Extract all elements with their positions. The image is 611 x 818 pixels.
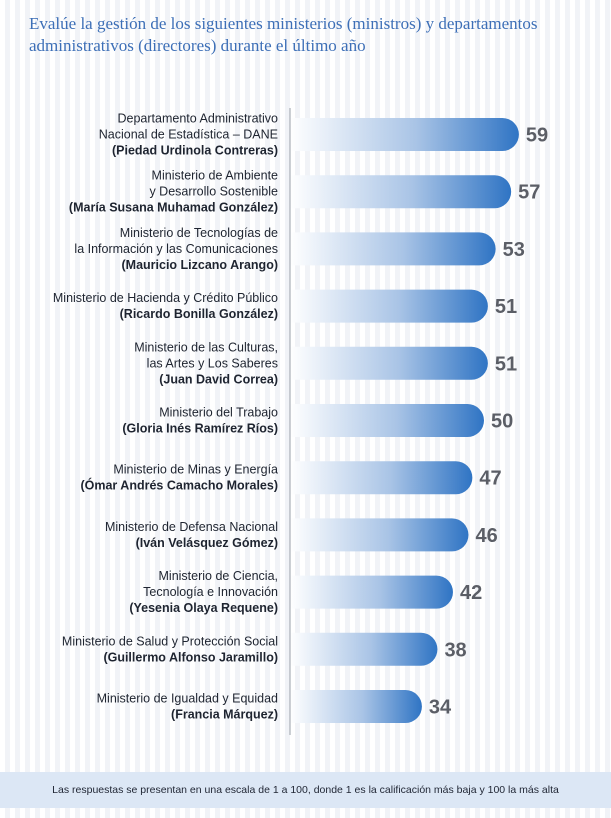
category-label: las Artes y Los Saberes: [147, 356, 278, 370]
bar: [290, 575, 453, 609]
value-label: 53: [503, 239, 525, 261]
bar: [290, 232, 496, 266]
bar: [290, 632, 438, 666]
bar: [290, 690, 422, 723]
value-label: 42: [460, 582, 482, 604]
value-label: 47: [479, 468, 501, 490]
category-label: Ministerio de Tecnologías de: [120, 226, 278, 240]
bar: [290, 346, 488, 380]
category-label: Ministerio de Salud y Protección Social: [62, 634, 278, 648]
category-person-label: (Francia Márquez): [171, 708, 278, 722]
value-label: 38: [444, 639, 466, 661]
category-person-label: (Piedad Urdinola Contreras): [112, 144, 278, 158]
category-person-label: (Guillermo Alfonso Jaramillo): [103, 650, 278, 664]
category-label: Ministerio de Defensa Nacional: [105, 520, 278, 534]
category-person-label: (Mauricio Lizcano Arango): [122, 258, 279, 272]
category-person-label: (María Susana Muhamad González): [69, 201, 278, 215]
value-label: 51: [495, 296, 517, 318]
category-label: Ministerio de Hacienda y Crédito Público: [53, 291, 278, 305]
value-label: 57: [518, 182, 540, 204]
category-label: Ministerio de las Culturas,: [134, 340, 278, 354]
category-label: Ministerio de Ciencia,: [159, 569, 279, 583]
category-person-label: (Ómar Andrés Camacho Morales): [80, 478, 278, 493]
category-label: Nacional de Estadística – DANE: [99, 128, 278, 142]
value-label: 34: [429, 697, 452, 719]
category-label: Departamento Administrativo: [118, 112, 279, 126]
footnote-box: Las respuestas se presentan en una escal…: [0, 772, 611, 808]
category-label: y Desarrollo Sostenible: [149, 185, 278, 199]
category-label: Tecnología e Innovación: [143, 585, 278, 599]
category-person-label: (Gloria Inés Ramírez Ríos): [122, 422, 278, 436]
bar: [290, 175, 512, 209]
bar: [290, 518, 469, 552]
value-label: 50: [491, 411, 513, 433]
category-person-label: (Iván Velásquez Gómez): [136, 536, 278, 550]
category-label: Ministerio de Ambiente: [152, 169, 279, 183]
bar: [290, 404, 484, 437]
category-person-label: (Juan David Correa): [159, 372, 278, 386]
value-label: 59: [526, 125, 548, 147]
category-person-label: (Yesenia Olaya Requene): [129, 601, 278, 615]
category-person-label: (Ricardo Bonilla González): [120, 307, 278, 321]
chart-title: Evalúe la gestión de los siguientes mini…: [29, 14, 538, 55]
value-label: 51: [495, 353, 517, 375]
bar: [290, 289, 488, 323]
category-label: Ministerio de Minas y Energía: [113, 463, 278, 477]
category-label: Ministerio de Igualdad y Equidad: [97, 692, 278, 706]
bar: [290, 118, 519, 151]
bar: [290, 461, 473, 495]
footnote: Las respuestas se presentan en una escal…: [52, 784, 559, 796]
category-label: la Información y las Comunicaciones: [74, 242, 278, 256]
category-label: Ministerio del Trabajo: [159, 406, 278, 420]
value-label: 46: [475, 525, 497, 547]
